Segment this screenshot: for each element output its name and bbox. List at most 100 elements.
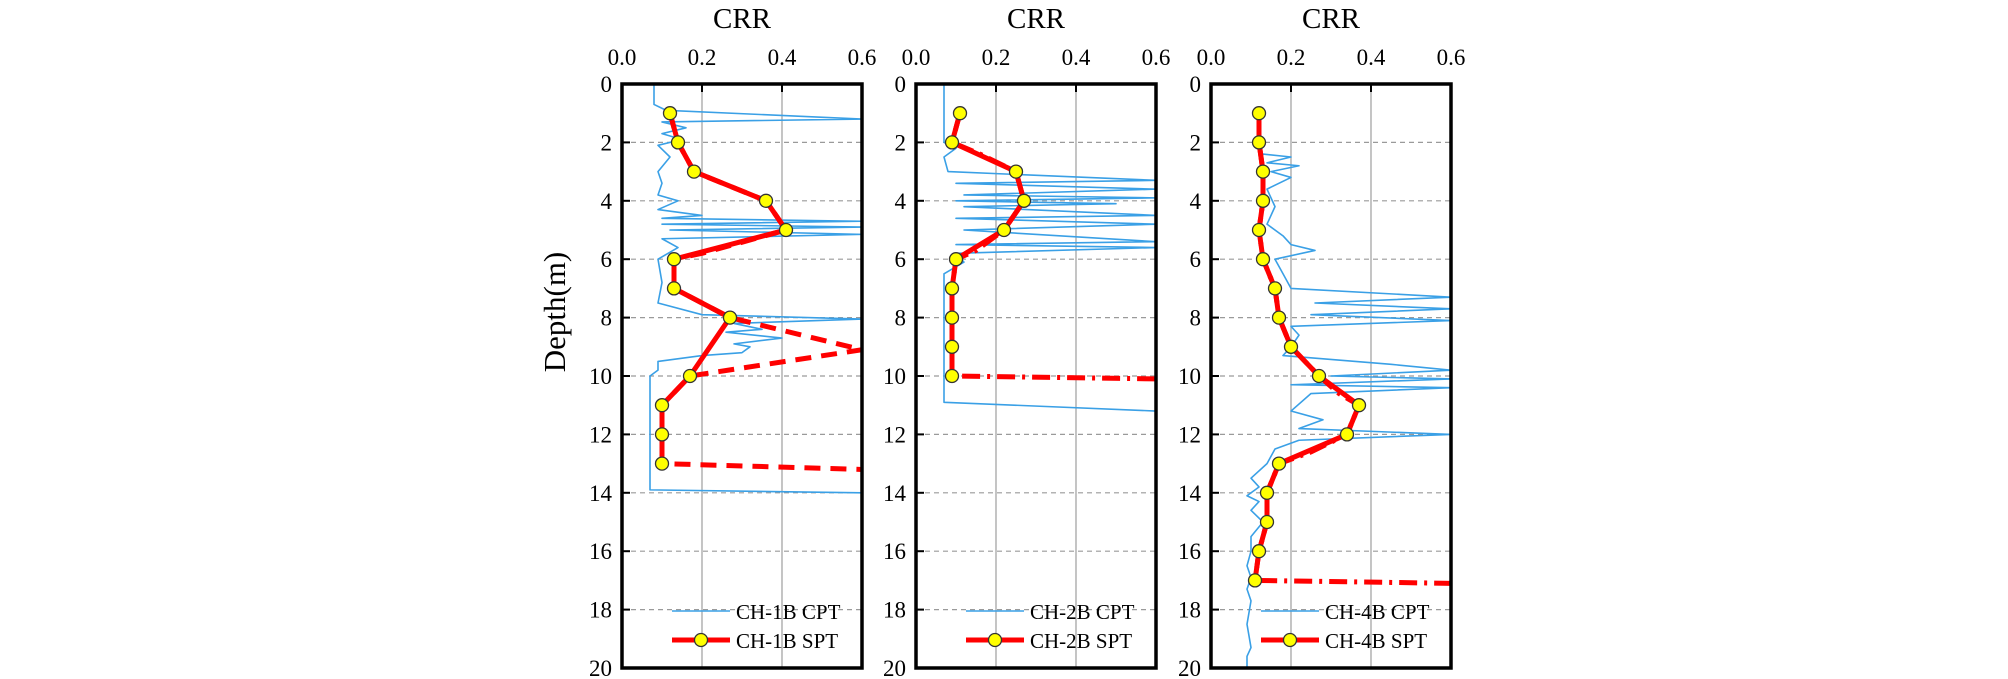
spt-marker — [682, 368, 698, 384]
y-tick-label: 4 — [601, 189, 613, 214]
legend-label-spt: CH-4B SPT — [1325, 629, 1427, 653]
y-tick-label: 6 — [1190, 247, 1202, 272]
x-axis-ch-4b: 0.0 0.2 0.4 0.6 — [1197, 45, 1466, 92]
series-line-ch-4b-cpt — [1246, 153, 1451, 668]
y-tick-label: 10 — [1178, 364, 1201, 389]
y-tick-label: 14 — [883, 481, 907, 506]
y-tick-label: 12 — [589, 422, 612, 447]
spt-marker — [1267, 281, 1283, 296]
spt-marker — [654, 427, 670, 442]
spt-marker — [666, 252, 682, 267]
x-tick-label: 0.2 — [982, 45, 1011, 70]
panel-ch-2b: CH-2B CPT CH-2B SPT 0.0 0.2 0.4 0.6 CRR 0 2 4 6 8 10… — [883, 3, 1170, 679]
y-axis-ch-1b: 0 2 4 6 8 10 12 14 16 18 20 — [589, 72, 630, 679]
y-tick-label: 8 — [895, 306, 907, 331]
x-axis-ch-2b: 0.0 0.2 0.4 0.6 — [902, 45, 1171, 92]
spt-marker — [1351, 398, 1367, 413]
spt-marker — [1311, 368, 1327, 384]
spt-marker — [1271, 310, 1287, 325]
series-line-ch-2b-spt-core — [949, 112, 1027, 376]
y-axis-ch-4b: 0 2 4 6 8 10 12 14 16 18 20 — [1178, 72, 1219, 679]
legend-label-cpt: CH-2B CPT — [1030, 600, 1135, 624]
y-tick-label: 10 — [883, 364, 906, 389]
x-tick-label: 0.6 — [1437, 45, 1466, 70]
grid-ch-1b — [622, 84, 862, 668]
x-tick-label: 0.0 — [608, 45, 637, 70]
legend-ch-2b: CH-2B CPT CH-2B SPT — [966, 600, 1135, 653]
y-tick-label: 16 — [1178, 539, 1201, 564]
chart-title-ch-2b: CRR — [1007, 3, 1066, 35]
spt-marker — [944, 310, 960, 325]
panel-ch-1b: CH-1B CPT CH-1B SPT 0.0 0.2 0.4 0.6 CRR 0 2 4 6 8 10… — [589, 3, 876, 679]
legend-ch-1b: CH-1B CPT CH-1B SPT — [672, 600, 841, 653]
spt-marker — [996, 222, 1012, 238]
y-tick-label: 18 — [589, 598, 612, 623]
legend-ch-4b: CH-4B CPT CH-4B SPT — [1261, 600, 1430, 653]
legend-marker-spt — [1282, 632, 1298, 648]
x-tick-label: 0.6 — [848, 45, 877, 70]
spt-marker — [944, 281, 960, 296]
y-tick-label: 16 — [589, 539, 612, 564]
chart-title-ch-1b: CRR — [713, 3, 772, 35]
spt-marker — [1255, 252, 1271, 267]
chart-title-ch-4b: CRR — [1302, 3, 1361, 35]
y-tick-label: 0 — [601, 72, 613, 97]
y-tick-label: 20 — [589, 656, 612, 679]
spt-marker — [1255, 193, 1271, 208]
spt-marker — [1255, 164, 1271, 179]
x-tick-label: 0.4 — [1357, 45, 1386, 70]
series-line-ch-4b-spt-core — [1252, 113, 1362, 581]
spt-marker — [1008, 164, 1024, 179]
y-tick-label: 18 — [883, 598, 906, 623]
spt-marker — [952, 106, 968, 121]
spt-marker — [722, 310, 738, 325]
plot-area-ch-4b — [1246, 106, 1451, 668]
spt-marker — [670, 135, 686, 150]
x-tick-label: 0.0 — [902, 45, 931, 70]
plot-area-ch-1b — [649, 84, 862, 494]
spt-marker — [686, 164, 702, 179]
y-tick-label: 18 — [1178, 598, 1201, 623]
y-tick-label: 12 — [883, 422, 906, 447]
y-tick-label: 16 — [883, 539, 906, 564]
x-tick-label: 0.2 — [688, 45, 717, 70]
legend-label-cpt: CH-4B CPT — [1325, 600, 1430, 624]
chart-panels: CH-1B CPT CH-1B SPT 0.0 0.2 0.4 0.6 CRR 0 2 4 6 8 10… — [589, 3, 1465, 679]
spt-marker — [778, 222, 794, 238]
y-tick-label: 20 — [883, 656, 906, 679]
legend-marker-spt — [693, 632, 709, 648]
spt-marker — [1339, 427, 1355, 442]
y-tick-label: 8 — [601, 306, 613, 331]
spt-marker — [1247, 573, 1263, 588]
y-tick-label: 2 — [1190, 130, 1202, 155]
spt-marker — [1251, 106, 1267, 121]
y-tick-label: 8 — [1190, 306, 1202, 331]
legend-label-cpt: CH-1B CPT — [736, 600, 841, 624]
spt-marker — [1271, 456, 1287, 471]
x-tick-label: 0.6 — [1142, 45, 1171, 70]
y-tick-label: 12 — [1178, 422, 1201, 447]
y-axis-ch-2b: 0 2 4 6 8 10 12 14 16 18 20 — [883, 72, 924, 679]
y-tick-label: 14 — [589, 481, 613, 506]
y-axis-label: Depth(m) — [537, 252, 572, 373]
x-tick-label: 0.2 — [1277, 45, 1306, 70]
spt-marker — [944, 368, 960, 384]
spt-marker — [1251, 222, 1267, 238]
plot-area-ch-2b — [943, 84, 1156, 412]
spt-marker — [948, 252, 964, 267]
spt-marker — [1283, 339, 1299, 354]
legend-label-spt: CH-1B SPT — [736, 629, 838, 653]
spt-marker — [662, 106, 678, 121]
y-tick-label: 0 — [895, 72, 907, 97]
y-tick-label: 14 — [1178, 481, 1202, 506]
legend-marker-spt — [987, 632, 1003, 648]
spt-marker — [944, 339, 960, 354]
spt-marker — [666, 281, 682, 296]
x-tick-label: 0.4 — [768, 45, 797, 70]
spt-marker — [1259, 485, 1275, 500]
y-tick-label: 2 — [601, 130, 613, 155]
x-axis-ch-1b: 0.0 0.2 0.4 0.6 — [608, 45, 877, 92]
y-tick-label: 10 — [589, 364, 612, 389]
spt-marker — [1016, 193, 1032, 208]
